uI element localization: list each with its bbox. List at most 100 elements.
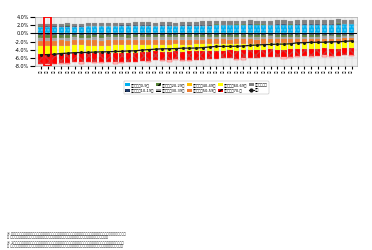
Bar [72,24,77,26]
Bar [248,24,253,25]
Bar [282,35,286,37]
Bar [282,37,286,39]
Bar [254,34,260,35]
Bar [52,34,57,35]
Bar [52,38,57,41]
Bar [79,53,84,62]
Bar [58,24,64,26]
Bar [119,37,124,40]
Bar [160,25,165,26]
Bar [160,52,165,60]
Bar [160,22,165,25]
Bar [302,34,307,35]
Bar [214,35,219,37]
Bar [201,26,205,34]
Bar [221,40,226,44]
Bar [336,35,341,37]
Bar [214,26,219,34]
Bar [221,35,226,37]
Bar [308,56,314,57]
Bar [160,34,165,35]
Bar [79,35,84,38]
Bar [160,35,165,37]
Bar [275,34,280,35]
Bar [126,38,131,40]
Bar [119,53,124,62]
Bar [227,37,232,40]
Bar [45,26,50,27]
Bar [201,37,205,40]
Bar [221,26,226,34]
Bar [146,52,151,61]
Bar [106,34,111,35]
Bar [295,39,300,43]
Bar [329,48,334,56]
Bar [336,43,341,49]
Bar [99,41,104,46]
Bar [45,38,50,41]
Bar [234,25,239,34]
Bar [86,53,91,62]
Bar [106,35,111,37]
Bar [194,44,199,52]
Bar [99,53,104,62]
Bar [140,26,145,34]
Bar [72,37,77,40]
Bar [275,24,280,25]
Bar [106,26,111,34]
Legend: 年齢階級（0-9）, 年齢階級（10-19）, 年齢階級（20-29）, 年齢階級（30-39）, 年齢階級（40-49）, 年齢階級（50-59）, 年齢階級: 年齢階級（0-9）, 年齢階級（10-19）, 年齢階級（20-29）, 年齢階… [124,82,269,94]
Bar [261,37,266,39]
Bar [146,25,151,26]
Bar [282,39,286,44]
Bar [194,37,199,40]
Bar [173,51,179,60]
Bar [126,25,131,26]
Bar [308,24,314,25]
Bar [308,49,314,56]
Bar [153,40,158,45]
Bar [275,50,280,57]
Bar [113,40,118,46]
Bar [268,39,273,43]
Bar [221,50,226,58]
Bar [92,35,97,38]
Bar [268,34,273,35]
Bar [254,25,260,34]
Bar [126,40,131,45]
Bar [140,34,145,35]
Bar [322,34,327,36]
Bar [329,39,334,43]
Bar [92,38,97,40]
Bar [58,38,64,40]
Bar [45,38,50,41]
Bar [336,35,341,37]
Bar [160,25,165,26]
Bar [322,36,327,38]
Bar [173,26,179,34]
Bar [38,41,43,46]
Bar [92,62,97,63]
Bar [153,23,158,26]
Bar [349,24,354,34]
Bar [119,62,124,63]
Bar [58,27,64,34]
Bar [52,35,57,38]
Bar [187,25,192,26]
Bar [113,26,118,34]
Bar [38,34,43,35]
Bar [79,46,84,53]
Bar [187,40,192,44]
Bar [65,26,70,27]
Bar [207,44,212,51]
Bar [315,25,320,34]
Bar [52,54,57,64]
Bar [234,25,239,34]
Bar [201,44,205,51]
Bar [167,34,172,35]
Bar [106,53,111,62]
Bar [38,38,43,41]
Bar [126,26,131,34]
Bar [315,25,320,34]
Bar [160,34,165,35]
Bar [52,34,57,35]
